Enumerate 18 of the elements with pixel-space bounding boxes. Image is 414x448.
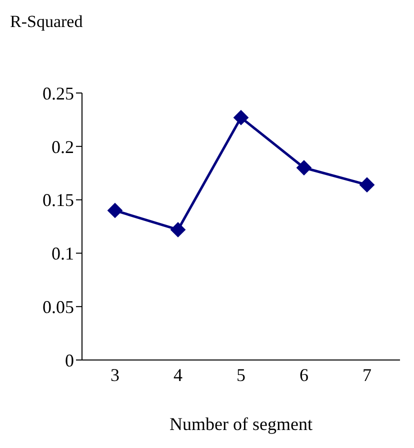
x-tick-label: 3: [110, 364, 120, 385]
x-axis-title: Number of segment: [170, 414, 312, 434]
x-tick-label: 7: [362, 364, 372, 385]
point: [360, 177, 374, 192]
y-tick-label: 0.2: [52, 136, 74, 157]
y-axis-title: R-Squared: [10, 12, 83, 32]
x-tick-label: 5: [236, 364, 246, 385]
x-tick-label: 4: [174, 364, 182, 385]
y-tick-label: 0.05: [42, 296, 74, 317]
y-tick-label: 0.1: [52, 244, 74, 264]
point: [170, 222, 186, 238]
point: [108, 202, 122, 218]
y-tick-label: 0.15: [42, 190, 74, 210]
x-tick-label: 6: [300, 364, 308, 385]
y-tick-label: 0: [65, 350, 74, 370]
y-tick-label: 0.25: [42, 83, 74, 104]
point: [296, 160, 312, 176]
point: [234, 110, 248, 126]
